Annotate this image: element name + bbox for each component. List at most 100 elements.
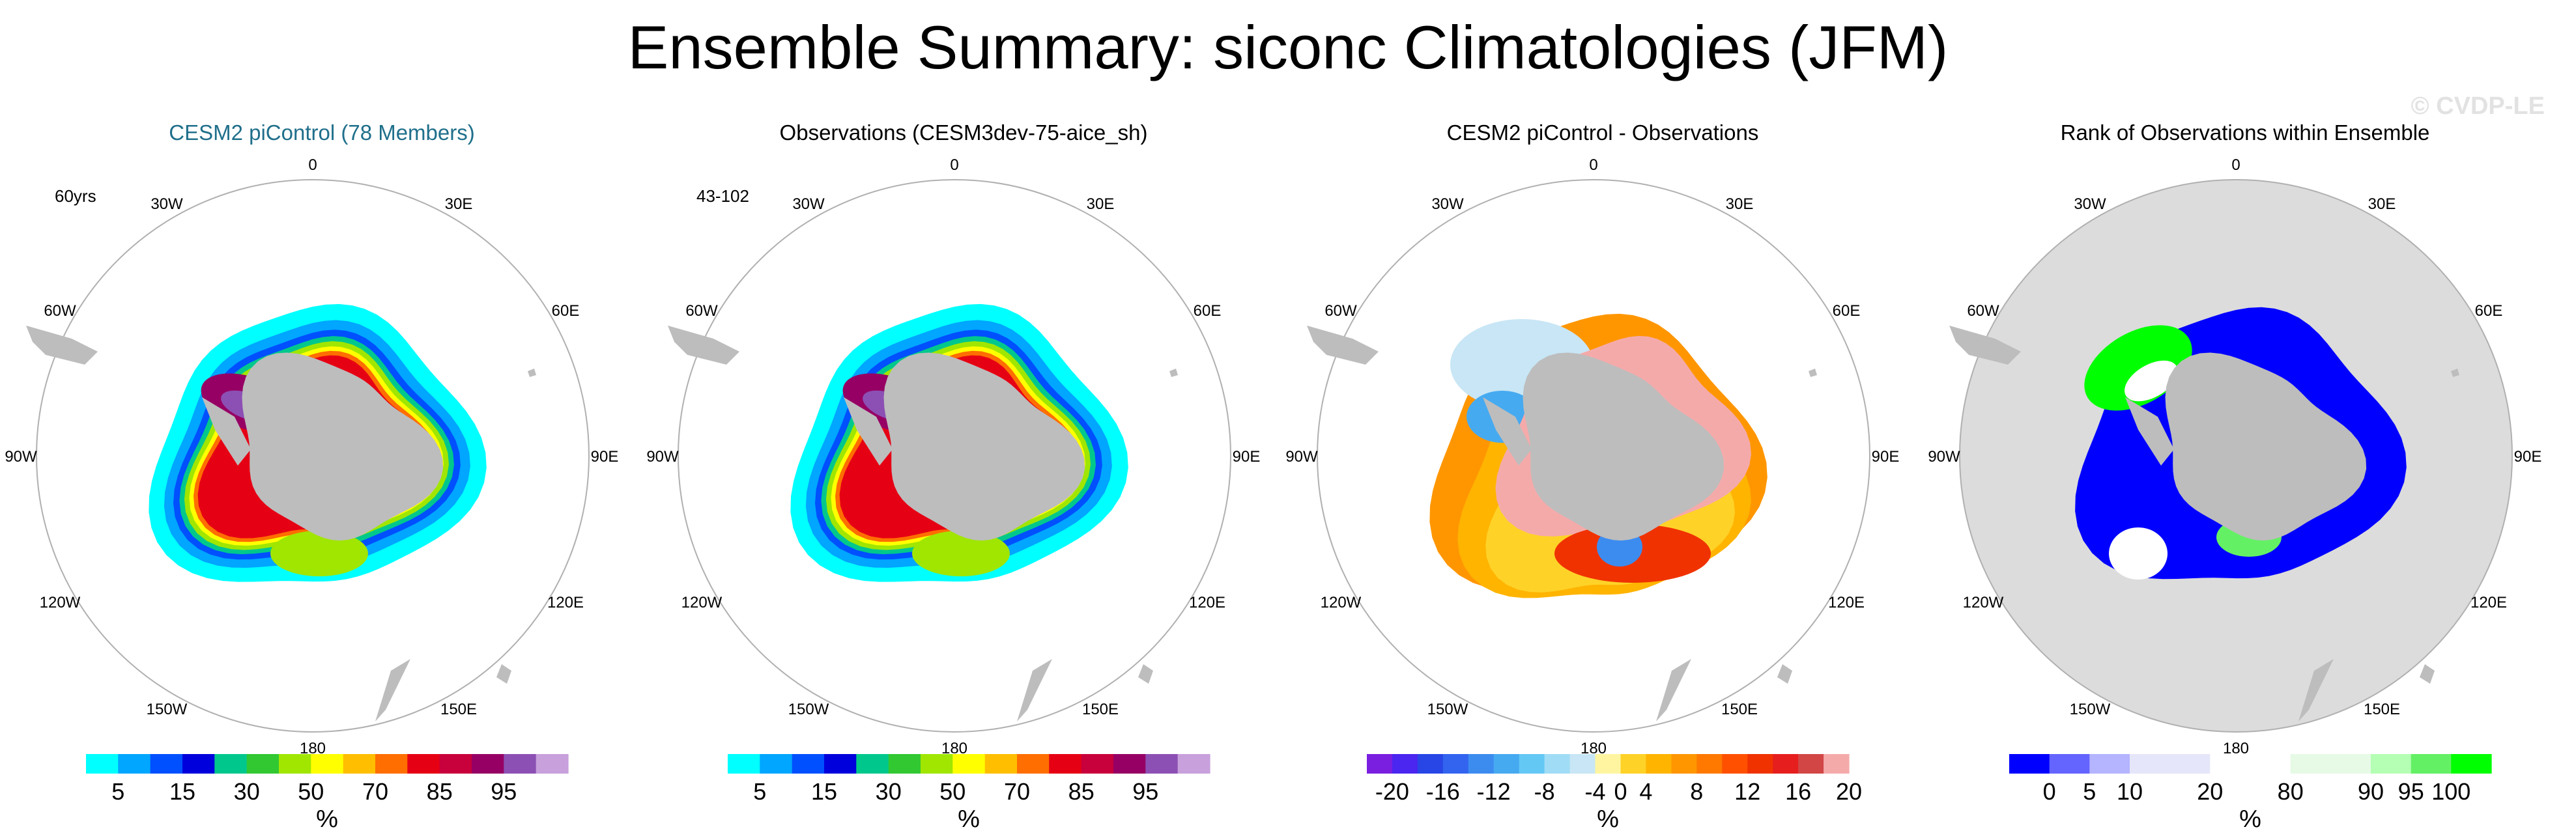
colorbar-swatch — [1519, 754, 1545, 774]
colorbar-tick-label: 8 — [1690, 778, 1703, 805]
lon-label-30w: 30W — [792, 195, 825, 213]
lon-label-30w: 30W — [2074, 195, 2106, 213]
colorbar-tick-label: 50 — [298, 778, 324, 805]
antarctica-landmass — [26, 326, 536, 721]
panel-rank: 0 30E 60E 90E 120E 150E 180 150W 120W 90W 60W 30W 0 5… — [1923, 0, 2567, 840]
colorbar-swatch — [214, 754, 248, 774]
lon-label-90w: 90W — [5, 448, 37, 466]
colorbar-tick-label: -8 — [1534, 778, 1555, 805]
lon-label-30w: 30W — [150, 195, 183, 213]
colorbar-swatch — [1696, 754, 1723, 774]
colorbar-swatch — [311, 754, 344, 774]
colorbar-swatch — [439, 754, 472, 774]
colorbar-swatch — [2009, 754, 2050, 774]
lon-label-30w: 30W — [1431, 195, 1464, 213]
colorbar-swatch — [504, 754, 537, 774]
colorbar-swatch — [150, 754, 183, 774]
antarctica-landmass — [1949, 326, 2459, 721]
colorbar-swatch — [2210, 754, 2251, 774]
lon-label-90w: 90W — [1928, 448, 1960, 466]
colorbar-swatch — [1747, 754, 1773, 774]
colorbar-swatch — [856, 754, 889, 774]
lon-label-120w: 120W — [1963, 594, 2004, 611]
colorbar-swatch — [1595, 754, 1621, 774]
lon-label-150e: 150E — [440, 701, 477, 718]
colorbar-swatch — [1367, 754, 1393, 774]
colorbar: 5 15 30 50 70 85 95% — [86, 754, 569, 833]
colorbar-tick-label: 5 — [2083, 778, 2096, 805]
antarctica-landmass — [668, 326, 1178, 721]
lon-label-150e: 150E — [1721, 701, 1758, 718]
colorbar-swatch — [2330, 754, 2371, 774]
colorbar-swatch — [1544, 754, 1571, 774]
colorbar: 5 15 30 50 70 85 95% — [728, 754, 1210, 833]
colorbar-swatch — [2290, 754, 2331, 774]
lon-label-60e: 60E — [1194, 302, 1222, 320]
colorbar-tick-label: 0 — [1614, 778, 1627, 805]
lon-label-90e: 90E — [591, 448, 619, 466]
panel-model-climatology: 0 30E 60E 90E 120E 150E 180 150W 120W 90W 60W 30W 5 1… — [0, 0, 644, 840]
lon-label-150w: 150W — [788, 701, 829, 718]
lon-label-120w: 120W — [1321, 594, 1362, 611]
colorbar-swatch — [1773, 754, 1799, 774]
lon-label-30e: 30E — [1087, 195, 1115, 213]
lon-label-150e: 150E — [2364, 701, 2400, 718]
lon-label-150w: 150W — [2070, 701, 2111, 718]
lon-label-150w: 150W — [147, 701, 188, 718]
colorbar-unit: % — [2239, 805, 2261, 833]
colorbar-tick-label: 20 — [1836, 778, 1862, 805]
colorbar-swatch — [1145, 754, 1179, 774]
colorbar-swatch — [1442, 754, 1469, 774]
colorbar-tick-label: 70 — [1004, 778, 1030, 805]
lon-label-60w: 60W — [685, 302, 718, 320]
colorbar-swatch — [343, 754, 376, 774]
colorbar-swatch — [472, 754, 504, 774]
colorbar-tick-label: 80 — [2278, 778, 2304, 805]
colorbar-swatch — [921, 754, 953, 774]
panel-title: CESM2 piControl (78 Members) — [169, 120, 475, 145]
colorbar-tick-label: 16 — [1785, 778, 1811, 805]
colorbar-tick-label: 100 — [2431, 778, 2470, 805]
colorbar-swatch — [2451, 754, 2492, 774]
lon-label-90w: 90W — [646, 448, 679, 466]
lon-label-30e: 30E — [445, 195, 473, 213]
colorbar-tick-label: 85 — [1068, 778, 1095, 805]
colorbar-tick-label: -16 — [1426, 778, 1460, 805]
lon-label-60e: 60E — [2475, 302, 2503, 320]
lon-label-60e: 60E — [1833, 302, 1861, 320]
colorbar-swatch — [1620, 754, 1646, 774]
colorbar-swatch — [118, 754, 151, 774]
lon-label-90e: 90E — [2514, 448, 2542, 466]
colorbar-swatch — [984, 754, 1018, 774]
colorbar-tick-label: -12 — [1477, 778, 1511, 805]
colorbar-tick-label: 70 — [362, 778, 388, 805]
page-title: Ensemble Summary: siconc Climatologies (… — [627, 13, 1949, 81]
panel-title: CESM2 piControl - Observations — [1446, 120, 1759, 145]
colorbar-swatch — [1081, 754, 1114, 774]
colorbar-unit: % — [1597, 805, 1619, 833]
lon-label-0: 0 — [1589, 156, 1597, 174]
antarctica-landmass — [1307, 326, 1817, 721]
lon-label-120w: 120W — [681, 594, 723, 611]
watermark: © CVDP-LE — [2411, 92, 2545, 120]
colorbar-swatch — [888, 754, 921, 774]
colorbar-tick-label: 10 — [2117, 778, 2143, 805]
colorbar-tick-label: 30 — [876, 778, 902, 805]
colorbar: 0 5 10 20 80 90 95 100% — [2009, 754, 2492, 833]
colorbar-tick-label: 15 — [169, 778, 195, 805]
colorbar-swatch — [1417, 754, 1444, 774]
lon-label-150e: 150E — [1082, 701, 1119, 718]
lon-label-120e: 120E — [1189, 594, 1225, 611]
lon-label-120e: 120E — [2470, 594, 2507, 611]
colorbar-tick-label: -4 — [1584, 778, 1605, 805]
colorbar-tick-label: 95 — [491, 778, 517, 805]
colorbar-swatch — [1017, 754, 1050, 774]
colorbar-tick-label: 15 — [811, 778, 837, 805]
colorbar-unit: % — [958, 805, 980, 833]
lon-label-90e: 90E — [1233, 448, 1261, 466]
colorbar-tick-label: 4 — [1639, 778, 1652, 805]
colorbar-swatch — [182, 754, 215, 774]
lon-label-0: 0 — [2231, 156, 2240, 174]
